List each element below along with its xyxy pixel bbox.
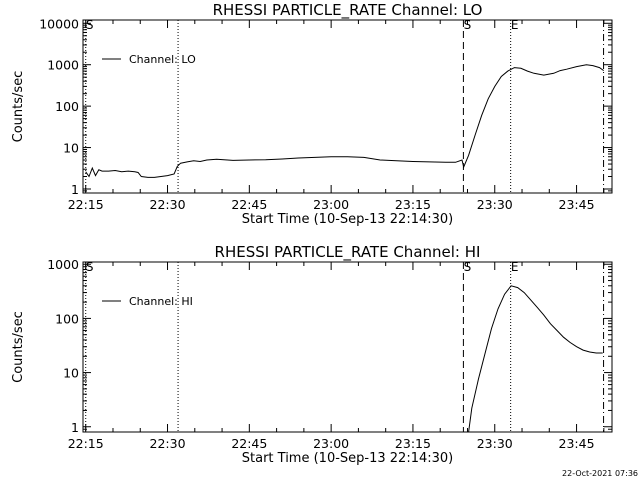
hi-y-tick-label: 1 (71, 420, 79, 435)
lo-y-axis-label: Counts/sec (11, 71, 26, 143)
hi-y-tick-label: 100 (55, 311, 79, 326)
hi-y-tick-label: 1000 (47, 257, 79, 272)
hi-y-tick-label: 10 (63, 366, 79, 381)
hi-marker-label: S (464, 260, 472, 274)
hi-x-tick-label: 23:30 (477, 436, 513, 451)
lo-x-tick-label: 23:15 (395, 197, 431, 212)
lo-y-tick-label: 10000 (39, 16, 79, 31)
hi-x-tick-label: 23:15 (395, 436, 431, 451)
lo-panel: RHESSI PARTICLE_RATE Channel: LO Counts/s… (11, 1, 613, 227)
lo-y-tick-label: 100 (55, 99, 79, 114)
lo-chart-title: RHESSI PARTICLE_RATE Channel: LO (213, 1, 483, 20)
lo-x-tick-label: 22:30 (150, 197, 186, 212)
hi-series-line (468, 285, 603, 432)
hi-x-tick-label: 22:45 (231, 436, 267, 451)
lo-y-tick-label: 1000 (47, 58, 79, 73)
timestamp: 22-Oct-2021 07:36 (562, 469, 638, 478)
lo-y-tick-label: 1 (71, 182, 79, 197)
hi-x-tick-label: 22:15 (68, 436, 104, 451)
hi-plot-frame (82, 261, 613, 433)
lo-marker-label: E (511, 18, 519, 32)
lo-x-tick-label: 23:45 (559, 197, 595, 212)
hi-x-tick-label: 22:30 (150, 436, 186, 451)
lo-marker-label: S (86, 18, 94, 32)
hi-y-axis-label: Counts/sec (11, 311, 26, 383)
hi-legend-label: Channel: HI (129, 295, 193, 308)
hi-x-axis-label: Start Time (10-Sep-13 22:14:30) (242, 451, 453, 466)
lo-x-tick-label: 22:15 (68, 197, 104, 212)
hi-x-tick-label: 23:45 (559, 436, 595, 451)
lo-legend-label: Channel: LO (129, 53, 196, 66)
lo-x-tick-label: 23:30 (477, 197, 513, 212)
lo-x-axis-label: Start Time (10-Sep-13 22:14:30) (242, 212, 453, 227)
lo-plot-frame (82, 19, 613, 194)
lo-y-tick-label: 10 (63, 141, 79, 156)
lo-x-tick-label: 22:45 (231, 197, 267, 212)
hi-marker-label: S (86, 260, 94, 274)
lo-marker-label: S (464, 18, 472, 32)
lo-x-tick-label: 23:00 (313, 197, 349, 212)
hi-marker-label: E (511, 260, 519, 274)
hi-chart-title: RHESSI PARTICLE_RATE Channel: HI (215, 243, 481, 262)
hi-x-tick-label: 23:00 (313, 436, 349, 451)
lo-series-line (85, 64, 604, 178)
hi-panel: RHESSI PARTICLE_RATE Channel: HI Counts/s… (11, 243, 613, 466)
